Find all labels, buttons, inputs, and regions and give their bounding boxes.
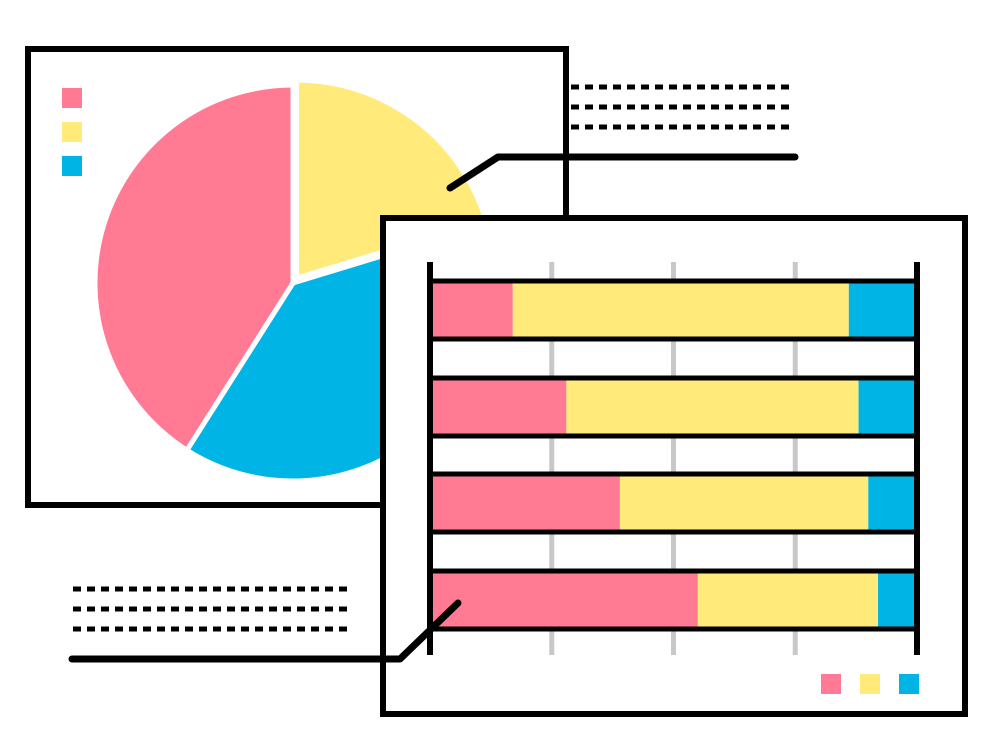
bar-chart-panel bbox=[380, 215, 968, 717]
pie-legend bbox=[62, 88, 82, 176]
bar-segment-yellow bbox=[512, 281, 849, 339]
legend-swatch-blue bbox=[62, 156, 82, 176]
bar-segment-blue bbox=[848, 281, 917, 339]
bar-segment-pink bbox=[430, 378, 567, 436]
bar-segment-yellow bbox=[566, 378, 859, 436]
bar-legend bbox=[821, 674, 919, 694]
bar-segment-blue bbox=[858, 378, 917, 436]
pie-slice-pink bbox=[92, 82, 296, 453]
bar-segment-yellow bbox=[619, 474, 869, 532]
legend-swatch-yellow bbox=[860, 674, 880, 694]
stacked-bars bbox=[427, 278, 920, 632]
legend-swatch-yellow bbox=[62, 122, 82, 142]
dotted-lines-bottom bbox=[73, 586, 352, 632]
bar-segment-pink bbox=[430, 474, 620, 532]
bar-axes bbox=[427, 262, 920, 655]
bar-segment-blue bbox=[878, 571, 917, 629]
bar-segment-blue bbox=[868, 474, 917, 532]
bar-callout-line bbox=[68, 599, 462, 663]
bar-segment-yellow bbox=[697, 571, 879, 629]
bar-segment-pink bbox=[430, 281, 513, 339]
bar-segment-pink bbox=[430, 571, 698, 629]
legend-swatch-pink bbox=[821, 674, 841, 694]
legend-swatch-pink bbox=[62, 88, 82, 108]
pie-callout-line bbox=[446, 153, 799, 192]
legend-swatch-blue bbox=[899, 674, 919, 694]
